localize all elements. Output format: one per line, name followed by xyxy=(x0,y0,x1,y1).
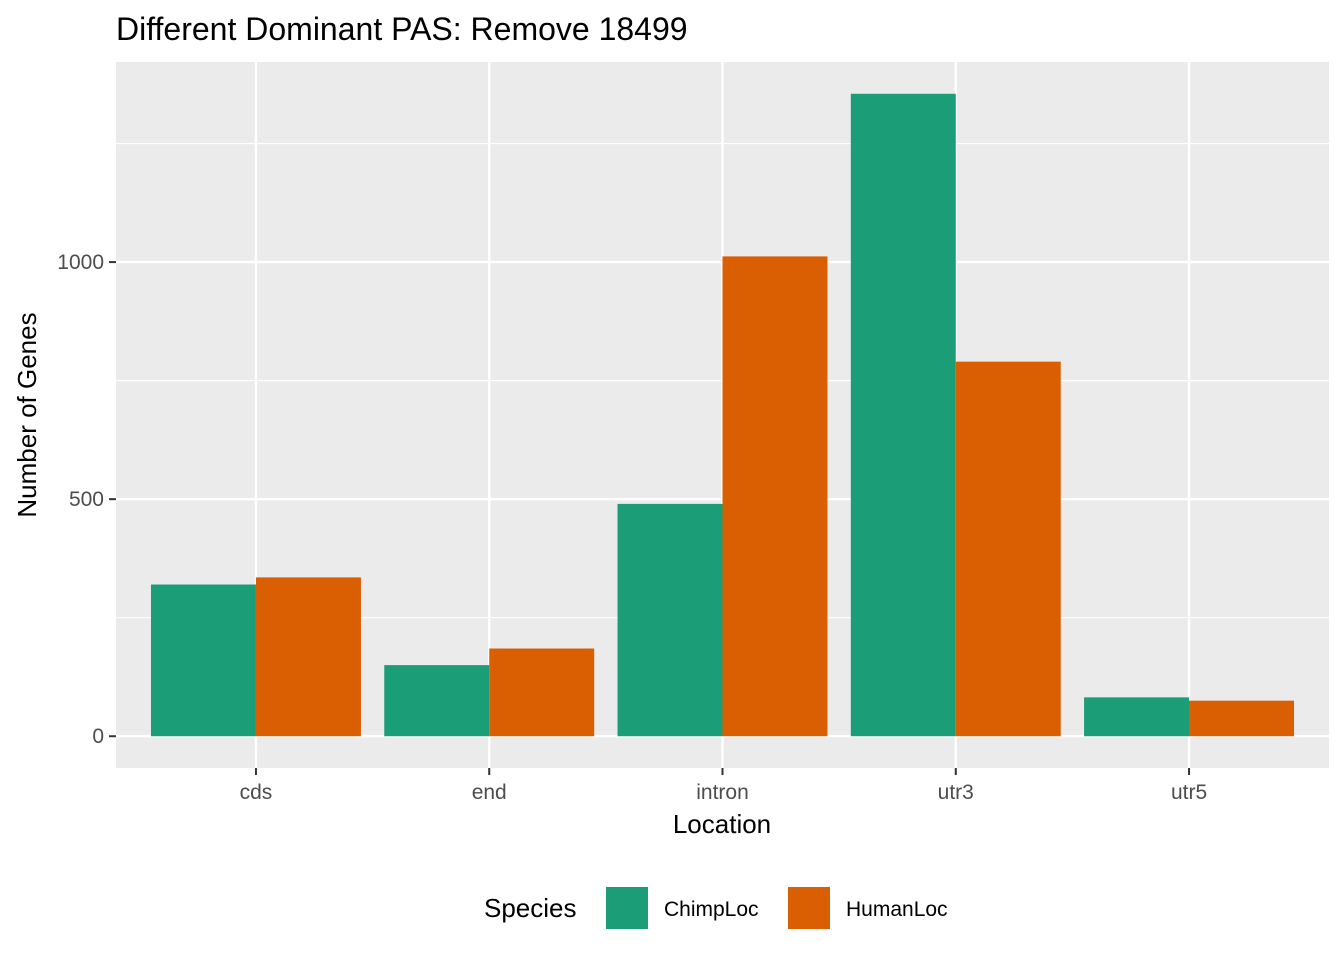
bars xyxy=(150,93,1295,737)
bar-humanloc-cds xyxy=(255,577,361,737)
y-axis-title: Number of Genes xyxy=(12,312,42,517)
bar-chimploc-utr3 xyxy=(850,93,956,737)
bar-humanloc-utr5 xyxy=(1189,700,1295,737)
bar-chimploc-end xyxy=(384,665,490,737)
chart-title: Different Dominant PAS: Remove 18499 xyxy=(116,11,688,47)
legend: Species ChimpLoc HumanLoc xyxy=(484,887,948,929)
legend-label-chimploc: ChimpLoc xyxy=(664,898,759,921)
x-tick-label: intron xyxy=(696,781,749,804)
y-tick-label: 1000 xyxy=(57,251,104,274)
y-tick-label: 500 xyxy=(69,488,104,511)
bar-humanloc-intron xyxy=(722,256,828,737)
x-tick-label: utr3 xyxy=(938,781,974,804)
x-tick-label: cds xyxy=(240,781,273,804)
bar-humanloc-end xyxy=(489,648,595,737)
x-axis: cds end intron utr3 utr5 xyxy=(240,768,1207,804)
bar-chimploc-intron xyxy=(617,503,723,737)
bar-chimploc-cds xyxy=(150,584,256,737)
y-tick-label: 0 xyxy=(92,725,104,748)
x-tick-label: end xyxy=(472,781,507,804)
bar-chimploc-utr5 xyxy=(1084,697,1190,737)
legend-key-humanloc xyxy=(788,887,830,929)
legend-key-chimploc xyxy=(606,887,648,929)
x-axis-title: Location xyxy=(673,809,771,839)
legend-title: Species xyxy=(484,893,577,923)
y-axis: 0 500 1000 xyxy=(57,251,116,748)
x-tick-label: utr5 xyxy=(1171,781,1207,804)
legend-label-humanloc: HumanLoc xyxy=(846,898,948,921)
bar-humanloc-utr3 xyxy=(955,361,1061,737)
